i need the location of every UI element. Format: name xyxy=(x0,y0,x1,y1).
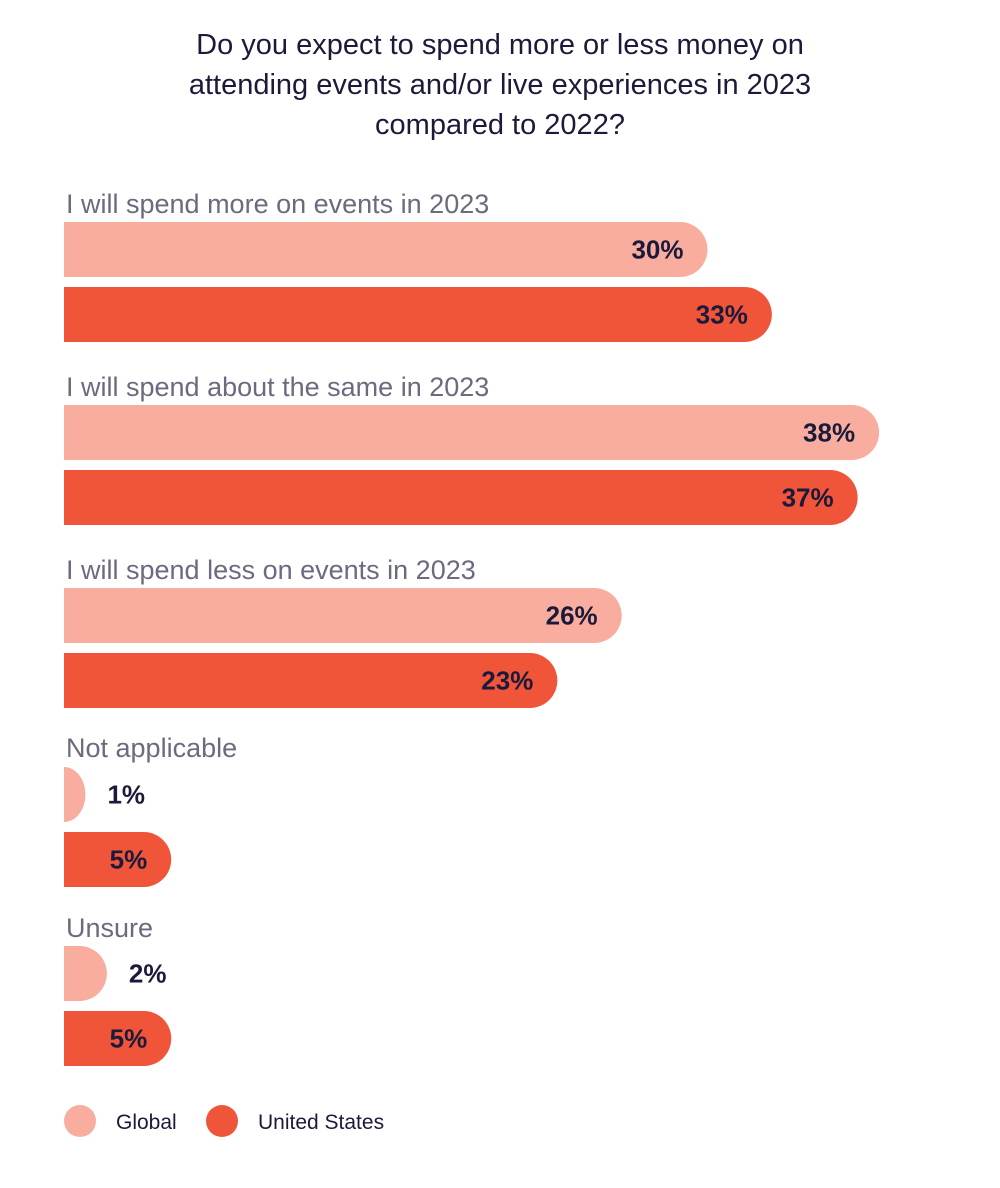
chart-title-line-3: compared to 2022? xyxy=(375,109,625,141)
category-group-i-will-spend-more-on-events-in-2023: I will spend more on events in 2023 30% 33… xyxy=(64,189,772,342)
bars: I will spend more on events in 2023 30% 33… xyxy=(64,189,880,1066)
category-group-not-applicable: Not applicable 1% 5% xyxy=(64,733,237,887)
category-group-i-will-spend-less-on-events-in-2023: I will spend less on events in 2023 26% 23… xyxy=(64,555,622,708)
chart-title-line-2: attending events and/or live experiences… xyxy=(189,69,811,101)
category-label: I will spend less on events in 2023 xyxy=(66,555,476,585)
value-label-united-states-i-will-spend-less-on-events-in-2023: 23% xyxy=(481,666,533,696)
bar-united-states-unsure xyxy=(64,1011,172,1066)
bar-united-states-i-will-spend-less-on-events-in-2023 xyxy=(64,653,558,708)
chart-title: Do you expect to spend more or less mone… xyxy=(189,29,811,141)
category-group-unsure: Unsure 2% 5% xyxy=(64,913,172,1066)
legend-label-global: Global xyxy=(116,1111,177,1134)
bar-global-i-will-spend-about-the-same-in-2023 xyxy=(64,405,880,460)
value-label-global-i-will-spend-about-the-same-in-2023: 38% xyxy=(803,418,855,448)
value-label-global-i-will-spend-more-on-events-in-2023: 30% xyxy=(631,235,683,265)
category-label: I will spend about the same in 2023 xyxy=(66,372,489,402)
bar-global-unsure xyxy=(64,946,107,1001)
category-label: I will spend more on events in 2023 xyxy=(66,189,489,219)
category-group-i-will-spend-about-the-same-in-2023: I will spend about the same in 2023 38% 37… xyxy=(64,372,880,525)
value-label-united-states-not-applicable: 5% xyxy=(110,845,148,875)
value-label-united-states-unsure: 5% xyxy=(110,1024,148,1054)
value-label-united-states-i-will-spend-more-on-events-in-2023: 33% xyxy=(696,300,748,330)
bar-global-i-will-spend-more-on-events-in-2023 xyxy=(64,222,708,277)
bar-global-i-will-spend-less-on-events-in-2023 xyxy=(64,588,622,643)
legend-swatch-global xyxy=(64,1105,96,1137)
bar-united-states-i-will-spend-more-on-events-in-2023 xyxy=(64,287,772,342)
legend-swatch-united-states xyxy=(206,1105,238,1137)
value-label-global-unsure: 2% xyxy=(129,959,167,989)
bar-united-states-i-will-spend-about-the-same-in-2023 xyxy=(64,470,858,525)
category-label: Not applicable xyxy=(66,733,237,763)
bar-united-states-not-applicable xyxy=(64,832,172,887)
value-label-global-i-will-spend-less-on-events-in-2023: 26% xyxy=(546,601,598,631)
legend: Global United States xyxy=(64,1105,384,1137)
value-label-united-states-i-will-spend-about-the-same-in-2023: 37% xyxy=(782,483,834,513)
value-label-global-not-applicable: 1% xyxy=(107,780,145,810)
chart-title-line-1: Do you expect to spend more or less mone… xyxy=(196,29,804,61)
category-label: Unsure xyxy=(66,913,153,943)
legend-label-united-states: United States xyxy=(258,1111,384,1134)
bar-global-not-applicable xyxy=(64,766,86,822)
